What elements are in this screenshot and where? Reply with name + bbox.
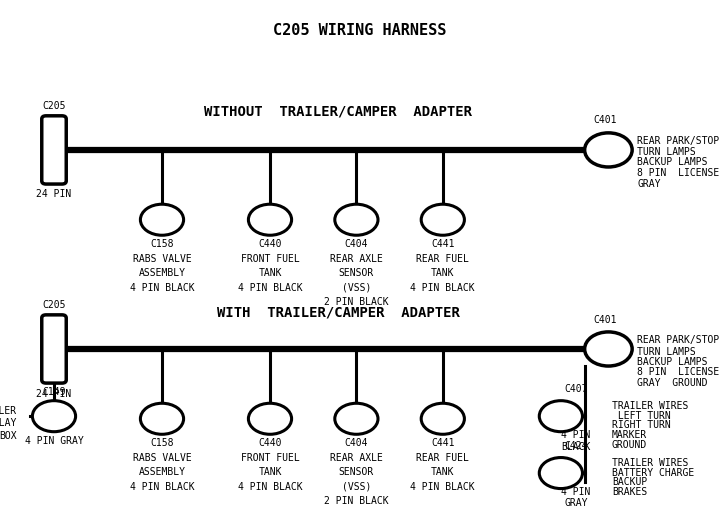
Text: C158: C158 xyxy=(150,438,174,448)
Text: 2 PIN BLACK: 2 PIN BLACK xyxy=(324,297,389,307)
Text: 4 PIN: 4 PIN xyxy=(562,430,590,440)
Text: 4 PIN BLACK: 4 PIN BLACK xyxy=(238,283,302,293)
Text: (VSS): (VSS) xyxy=(342,482,371,492)
Text: LEFT TURN: LEFT TURN xyxy=(612,410,671,421)
Text: ASSEMBLY: ASSEMBLY xyxy=(138,467,186,477)
Text: TRAILER: TRAILER xyxy=(0,406,17,416)
Text: C441: C441 xyxy=(431,438,454,448)
Text: FRONT FUEL: FRONT FUEL xyxy=(240,254,300,264)
Text: BLACK: BLACK xyxy=(562,442,590,451)
Text: 8 PIN  LICENSE LAMPS: 8 PIN LICENSE LAMPS xyxy=(637,168,720,178)
Text: RELAY: RELAY xyxy=(0,418,17,428)
Text: C441: C441 xyxy=(431,239,454,249)
Text: C404: C404 xyxy=(345,239,368,249)
Text: RABS VALVE: RABS VALVE xyxy=(132,453,192,463)
Text: 4 PIN BLACK: 4 PIN BLACK xyxy=(410,482,475,492)
Text: BRAKES: BRAKES xyxy=(612,487,647,497)
Text: C401: C401 xyxy=(593,315,616,325)
Text: C440: C440 xyxy=(258,239,282,249)
Text: REAR AXLE: REAR AXLE xyxy=(330,254,383,264)
Text: TANK: TANK xyxy=(258,467,282,477)
Text: SENSOR: SENSOR xyxy=(339,467,374,477)
Text: BACKUP LAMPS: BACKUP LAMPS xyxy=(637,357,708,367)
Circle shape xyxy=(335,204,378,235)
Circle shape xyxy=(585,133,632,167)
FancyBboxPatch shape xyxy=(42,116,66,184)
Text: C407: C407 xyxy=(564,385,588,394)
Text: C205 WIRING HARNESS: C205 WIRING HARNESS xyxy=(274,23,446,38)
Text: TANK: TANK xyxy=(431,268,454,278)
Text: BOX: BOX xyxy=(0,431,17,440)
Text: C424: C424 xyxy=(564,441,588,451)
Text: TANK: TANK xyxy=(431,467,454,477)
Text: C158: C158 xyxy=(150,239,174,249)
Circle shape xyxy=(248,204,292,235)
Circle shape xyxy=(248,403,292,434)
Text: C404: C404 xyxy=(345,438,368,448)
Text: TANK: TANK xyxy=(258,268,282,278)
FancyBboxPatch shape xyxy=(42,315,66,383)
Text: C205: C205 xyxy=(42,101,66,111)
Text: REAR PARK/STOP: REAR PARK/STOP xyxy=(637,335,719,345)
Text: WITHOUT  TRAILER/CAMPER  ADAPTER: WITHOUT TRAILER/CAMPER ADAPTER xyxy=(204,104,472,118)
Text: GROUND: GROUND xyxy=(612,440,647,450)
Text: MARKER: MARKER xyxy=(612,430,647,440)
Text: RABS VALVE: RABS VALVE xyxy=(132,254,192,264)
Text: 24 PIN: 24 PIN xyxy=(37,189,71,199)
Text: C401: C401 xyxy=(593,115,616,125)
Circle shape xyxy=(421,403,464,434)
Circle shape xyxy=(335,403,378,434)
Circle shape xyxy=(539,458,582,489)
Text: 24 PIN: 24 PIN xyxy=(37,389,71,399)
Text: REAR AXLE: REAR AXLE xyxy=(330,453,383,463)
Text: 4 PIN GRAY: 4 PIN GRAY xyxy=(24,436,84,446)
Text: BATTERY CHARGE: BATTERY CHARGE xyxy=(612,467,694,478)
Text: FRONT FUEL: FRONT FUEL xyxy=(240,453,300,463)
Text: TRAILER WIRES: TRAILER WIRES xyxy=(612,458,688,468)
Text: SENSOR: SENSOR xyxy=(339,268,374,278)
Text: 4 PIN BLACK: 4 PIN BLACK xyxy=(410,283,475,293)
Circle shape xyxy=(539,401,582,432)
Text: TURN LAMPS: TURN LAMPS xyxy=(637,346,696,357)
Circle shape xyxy=(32,401,76,432)
Text: (VSS): (VSS) xyxy=(342,283,371,293)
Circle shape xyxy=(421,204,464,235)
Circle shape xyxy=(140,204,184,235)
Text: RIGHT TURN: RIGHT TURN xyxy=(612,420,671,431)
Text: 4 PIN BLACK: 4 PIN BLACK xyxy=(238,482,302,492)
Text: ASSEMBLY: ASSEMBLY xyxy=(138,268,186,278)
Text: 4 PIN BLACK: 4 PIN BLACK xyxy=(130,283,194,293)
Text: BACKUP LAMPS: BACKUP LAMPS xyxy=(637,157,708,168)
Text: 4 PIN BLACK: 4 PIN BLACK xyxy=(130,482,194,492)
Circle shape xyxy=(140,403,184,434)
Text: REAR FUEL: REAR FUEL xyxy=(416,254,469,264)
Text: 2 PIN BLACK: 2 PIN BLACK xyxy=(324,496,389,506)
Text: REAR FUEL: REAR FUEL xyxy=(416,453,469,463)
Text: 8 PIN  LICENSE LAMPS: 8 PIN LICENSE LAMPS xyxy=(637,367,720,377)
Text: C149: C149 xyxy=(42,387,66,397)
Text: C440: C440 xyxy=(258,438,282,448)
Text: GRAY: GRAY xyxy=(564,498,588,508)
Text: WITH  TRAILER/CAMPER  ADAPTER: WITH TRAILER/CAMPER ADAPTER xyxy=(217,306,460,320)
Text: REAR PARK/STOP: REAR PARK/STOP xyxy=(637,135,719,146)
Text: BACKUP: BACKUP xyxy=(612,477,647,488)
Circle shape xyxy=(585,332,632,366)
Text: GRAY  GROUND: GRAY GROUND xyxy=(637,377,708,388)
Text: TRAILER WIRES: TRAILER WIRES xyxy=(612,401,688,411)
Text: C205: C205 xyxy=(42,300,66,310)
Text: GRAY: GRAY xyxy=(637,178,661,189)
Text: TURN LAMPS: TURN LAMPS xyxy=(637,147,696,157)
Text: 4 PIN: 4 PIN xyxy=(562,487,590,497)
